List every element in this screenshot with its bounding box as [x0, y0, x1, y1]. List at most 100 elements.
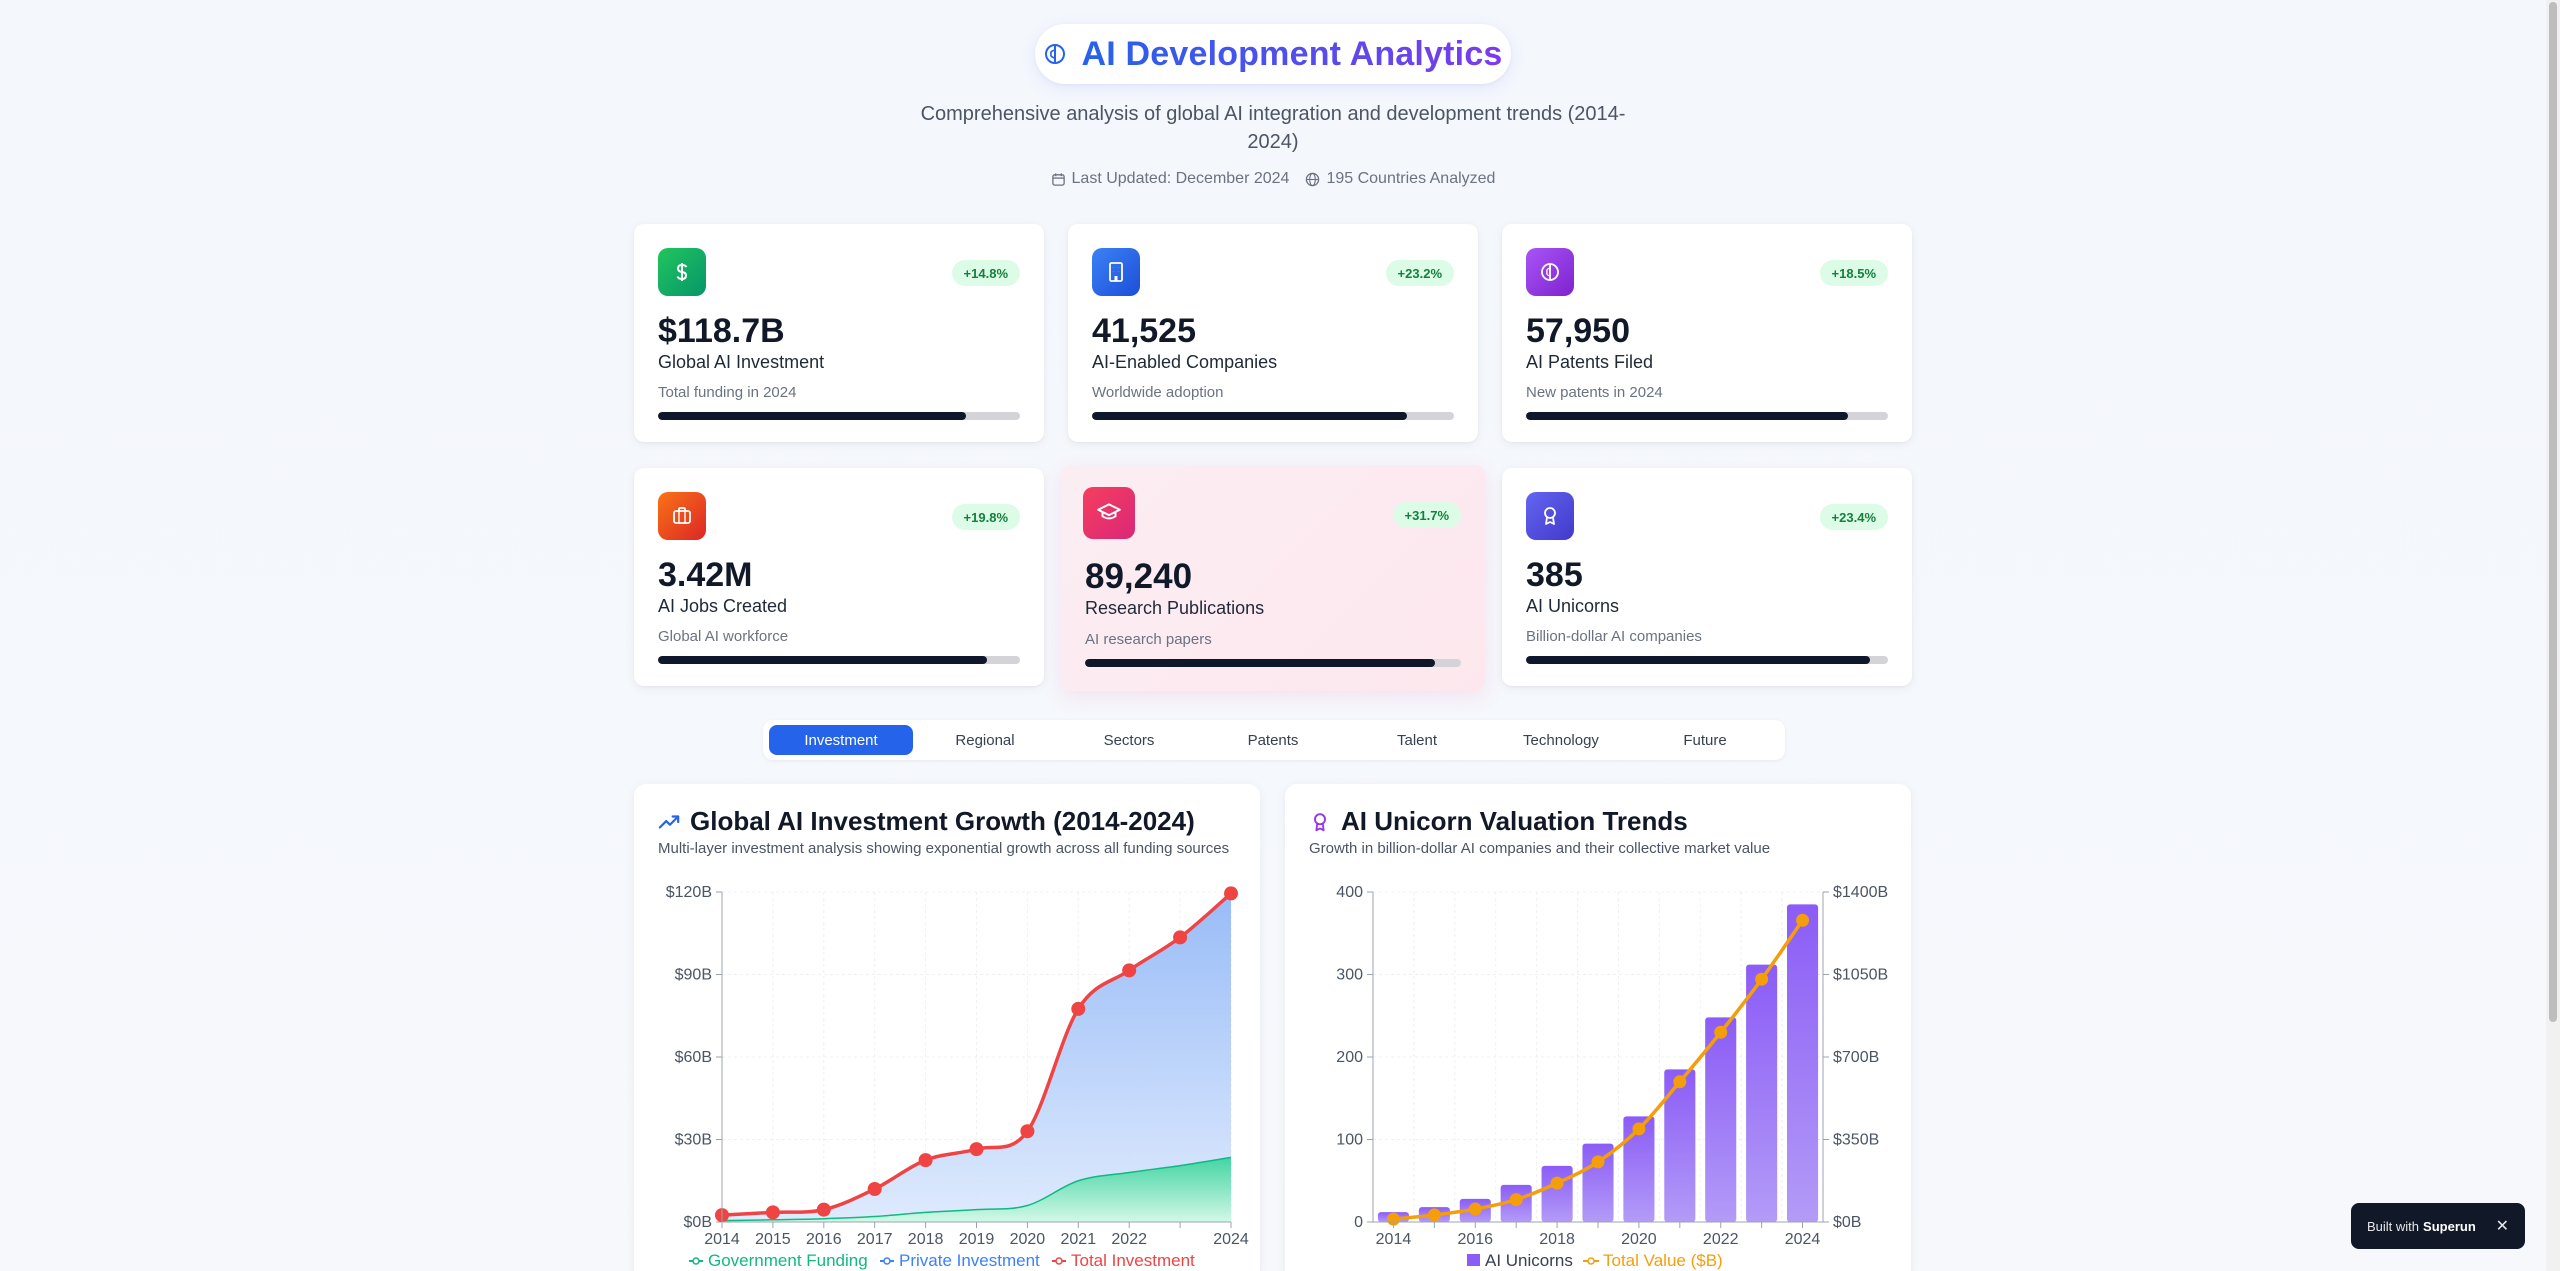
legend-label: AI Unicorns: [1485, 1251, 1573, 1270]
total-value-point: [1509, 1193, 1523, 1207]
y-tick-label-left: 400: [1336, 884, 1363, 901]
legend-marker: [692, 1257, 700, 1265]
unicorn-bar: [1582, 1143, 1614, 1222]
progress-fill: [658, 412, 966, 420]
stat-card-publications[interactable]: +31.7% 89,240 Research Publications AI r…: [1061, 465, 1485, 691]
stat-value: $118.7B: [658, 312, 785, 350]
stat-value: 57,950: [1526, 312, 1630, 350]
change-badge: +31.7%: [1392, 502, 1461, 528]
investment-chart-title: Global AI Investment Growth (2014-2024): [658, 806, 1195, 837]
total-investment-point: [816, 1202, 831, 1217]
tab-talent[interactable]: Talent: [1396, 731, 1438, 749]
y-tick-label-left: 0: [1354, 1214, 1363, 1231]
total-investment-point: [1173, 930, 1188, 945]
progress-fill: [1092, 412, 1407, 420]
x-tick-label: 2024: [1213, 1231, 1249, 1248]
x-tick-label: 2022: [1111, 1231, 1147, 1248]
page-title: AI Development Analytics: [1081, 34, 1503, 73]
total-investment-point: [969, 1142, 984, 1157]
award-icon-box: [1526, 492, 1574, 540]
progress-bar: [658, 656, 1020, 664]
x-tick-label: 2016: [1457, 1231, 1493, 1248]
legend-label: Private Investment: [899, 1251, 1040, 1270]
progress-bar: [1526, 656, 1888, 664]
unicorn-bar: [1623, 1116, 1655, 1222]
y-tick-label-left: 300: [1336, 967, 1363, 984]
trending-up-icon: [658, 814, 680, 829]
y-tick-label: $0B: [684, 1214, 712, 1231]
y-tick-label-left: 100: [1336, 1132, 1363, 1149]
total-investment-point: [1224, 886, 1238, 901]
stat-sub: Billion-dollar AI companies: [1526, 628, 1702, 645]
total-value-point: [1468, 1202, 1482, 1216]
stat-sub: AI research papers: [1085, 631, 1212, 648]
page-subtitle: Comprehensive analysis of global AI inte…: [920, 103, 1626, 153]
globe-icon: [1306, 172, 1320, 186]
government-funding-line: [721, 1156, 1232, 1222]
change-badge: +14.8%: [951, 260, 1020, 286]
scrollbar-thumb[interactable]: [2549, 2, 2557, 1022]
stat-value: 3.42M: [658, 556, 753, 594]
y-tick-label-right: $0B: [1833, 1214, 1861, 1231]
toast-prefix: Built with: [2367, 1218, 2420, 1234]
x-tick-label: 2014: [704, 1231, 740, 1248]
investment-area-chart: $0B $30B $60B $90B $120B 2014 2015 2016 2017 2018…: [666, 884, 1249, 1270]
toast-brand: Superun: [2423, 1218, 2476, 1234]
progress-fill: [1085, 659, 1435, 667]
y-tick-label-right: $1400B: [1833, 884, 1888, 901]
analytics-tabs: Investment Regional Sectors Patents Tale…: [763, 720, 1785, 760]
close-icon[interactable]: ✕: [2495, 1218, 2509, 1235]
private-investment-area: [722, 893, 1231, 1222]
unicorn-bar: [1664, 1069, 1696, 1222]
x-tick-label: 2020: [1010, 1231, 1046, 1248]
total-value-point: [1714, 1025, 1728, 1039]
total-value-point: [1673, 1075, 1687, 1089]
tab-investment[interactable]: Investment: [769, 725, 913, 755]
graduation-cap-icon: [1097, 503, 1121, 520]
title-pill: AI Development Analytics: [1035, 24, 1511, 84]
x-tick-label: 2020: [1621, 1231, 1657, 1248]
x-tick-label: 2017: [857, 1231, 893, 1248]
stat-label: AI Patents Filed: [1526, 352, 1654, 372]
page-scrollbar[interactable]: [2546, 0, 2560, 1271]
unicorn-bar: [1787, 904, 1819, 1222]
legend-label: Government Funding: [708, 1251, 868, 1270]
progress-bar: [1085, 659, 1461, 667]
tab-patents[interactable]: Patents: [1247, 731, 1299, 749]
x-tick-label: 2014: [1376, 1231, 1412, 1248]
legend-label: Total Investment: [1071, 1251, 1195, 1270]
y-tick-label: $90B: [675, 967, 712, 984]
unicorn-chart-panel: AI Unicorn Valuation Trends Growth in bi…: [1285, 784, 1911, 1271]
x-tick-label: 2022: [1703, 1231, 1739, 1248]
legend-swatch: [1467, 1254, 1480, 1266]
y-tick-label-right: $350B: [1833, 1132, 1879, 1149]
stat-card-jobs[interactable]: +19.8% 3.42M AI Jobs Created Global AI w…: [634, 468, 1044, 686]
built-with-toast[interactable]: Built with Superun ✕: [2351, 1203, 2525, 1249]
stat-card-patents[interactable]: +18.5% 57,950 AI Patents Filed New paten…: [1502, 224, 1912, 442]
calendar-icon: [1051, 172, 1065, 186]
change-badge: +23.4%: [1819, 504, 1888, 530]
investment-chart-desc: Multi-layer investment analysis showing …: [658, 840, 1230, 857]
dollar-icon-box: [658, 248, 706, 296]
x-tick-label: 2021: [1061, 1231, 1097, 1248]
progress-fill: [658, 656, 988, 664]
stat-card-investment[interactable]: +14.8% $118.7B Global AI Investment Tota…: [634, 224, 1044, 442]
y-tick-label-left: 200: [1336, 1049, 1363, 1066]
stat-card-unicorns[interactable]: +23.4% 385 AI Unicorns Billion-dollar AI…: [1502, 468, 1912, 686]
stat-sub: Worldwide adoption: [1092, 384, 1224, 401]
y-tick-label: $120B: [666, 884, 712, 901]
stat-card-companies[interactable]: +23.2% 41,525 AI-Enabled Companies World…: [1068, 224, 1478, 442]
legend-marker: [1587, 1257, 1595, 1265]
total-investment-point: [765, 1205, 780, 1220]
unicorn-title-text: AI Unicorn Valuation Trends: [1341, 806, 1688, 836]
progress-fill: [1526, 412, 1849, 420]
x-tick-label: 2016: [806, 1231, 842, 1248]
stat-value: 41,525: [1092, 312, 1196, 350]
unicorn-bar: [1705, 1017, 1737, 1222]
tab-technology[interactable]: Technology: [1523, 731, 1599, 749]
tab-sectors[interactable]: Sectors: [1103, 731, 1155, 749]
tab-future[interactable]: Future: [1683, 731, 1727, 749]
y-tick-label: $30B: [675, 1132, 712, 1149]
tab-regional[interactable]: Regional: [955, 731, 1015, 749]
unicorn-bar: [1541, 1165, 1573, 1222]
